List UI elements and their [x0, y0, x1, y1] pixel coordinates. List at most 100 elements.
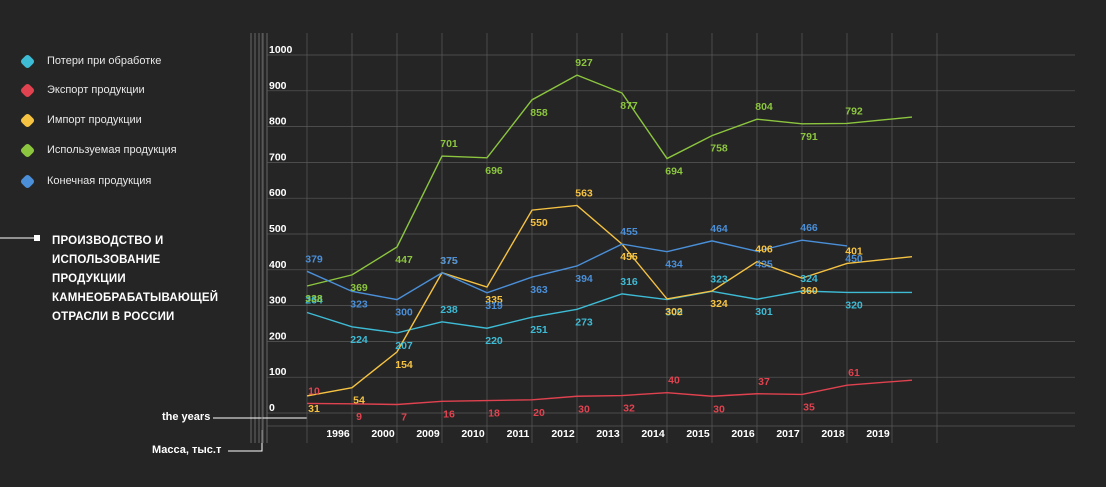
y-tick-label: 800	[269, 116, 287, 128]
data-label: 224	[350, 334, 368, 346]
y-tick-label: 1000	[269, 44, 293, 56]
data-label: 435	[755, 258, 773, 270]
y-tick-label: 100	[269, 366, 287, 378]
data-label: 375	[440, 255, 458, 267]
y-tick-label: 700	[269, 151, 287, 163]
chart-grid	[261, 33, 1075, 443]
series-line	[306, 204, 913, 397]
series-line	[306, 379, 913, 406]
data-label: 207	[395, 340, 413, 352]
legend-label: Используемая продукция	[47, 144, 177, 156]
y-tick-label: 400	[269, 259, 287, 271]
series-lines	[306, 74, 913, 406]
data-label: 20	[533, 407, 545, 419]
data-label: 791	[800, 131, 818, 143]
data-label: 273	[575, 316, 593, 328]
data-label: 30	[713, 403, 725, 415]
y-axis-label: Масса, тыс.т	[152, 444, 222, 456]
x-tick-label: 2000	[371, 428, 395, 440]
data-label: 360	[800, 285, 818, 297]
title-connector-square	[34, 235, 40, 241]
data-label: 447	[395, 254, 413, 266]
data-label: 323	[350, 298, 368, 310]
legend-label: Конечная продукция	[47, 175, 152, 187]
x-tick-label: 2011	[507, 428, 530, 440]
data-label: 701	[440, 138, 458, 150]
data-label: 220	[485, 335, 503, 347]
y-tick-label: 900	[269, 80, 287, 92]
legend-item-final: Конечная продукция	[18, 171, 151, 191]
data-label: 30	[578, 403, 590, 415]
data-label: 804	[755, 101, 773, 113]
y-tick-label: 0	[269, 402, 275, 414]
data-label: 154	[395, 359, 413, 371]
data-label: 406	[755, 244, 773, 256]
data-label: 466	[800, 222, 818, 234]
data-label: 7	[401, 411, 407, 423]
data-label: 32	[623, 403, 635, 415]
data-label: 927	[575, 57, 593, 69]
data-label: 31	[308, 403, 320, 415]
x-axis-label: the years	[162, 411, 211, 423]
x-tick-label: 1996	[326, 428, 350, 440]
data-label: 877	[620, 100, 638, 112]
data-label: 401	[845, 245, 863, 257]
data-label: 394	[575, 273, 593, 285]
legend-item-export: Экспорт продукции	[18, 80, 145, 100]
x-tick-label: 2014	[641, 428, 665, 440]
data-label: 324	[800, 273, 818, 285]
legend-label: Импорт продукции	[47, 114, 142, 126]
legend-item-losses: Потери при обработке	[18, 51, 161, 71]
data-label: 9	[356, 411, 362, 423]
data-label: 316	[620, 276, 638, 288]
data-label: 363	[530, 284, 548, 296]
data-labels: 2642242072382202512733163003233013243201…	[305, 57, 863, 423]
y-tick-label: 600	[269, 187, 287, 199]
x-tick-label: 2018	[821, 428, 845, 440]
data-label: 335	[485, 294, 503, 306]
data-label: 792	[845, 105, 863, 117]
data-label: 379	[305, 253, 323, 265]
data-label: 301	[755, 306, 773, 318]
data-label: 563	[575, 187, 593, 199]
data-label: 319	[485, 300, 503, 312]
legend-label: Потери при обработке	[47, 55, 162, 67]
data-label: 550	[530, 217, 548, 229]
data-label: 300	[395, 307, 413, 319]
chart-title: ПРОИЗВОДСТВО И ИСПОЛЬЗОВАНИЕ ПРОДУКЦИИ К…	[52, 235, 219, 323]
series-line	[306, 239, 848, 301]
x-tick-label: 2015	[686, 428, 710, 440]
data-label: 302	[665, 306, 683, 318]
y-axis-ticks: 0 100 200 300 400 500 600 700 800 900 1000	[269, 44, 293, 414]
data-label: 300	[665, 307, 683, 319]
chart-decoration	[0, 33, 307, 452]
data-label: 238	[440, 304, 458, 316]
data-label: 455	[620, 226, 638, 238]
legend-item-import: Импорт продукции	[18, 110, 142, 130]
legend-label: Экспорт продукции	[47, 84, 145, 96]
data-label: 696	[485, 165, 503, 177]
series-line	[306, 290, 912, 334]
x-tick-label: 2012	[551, 428, 575, 440]
data-label: 858	[530, 107, 548, 119]
x-tick-label: 2010	[461, 428, 485, 440]
x-axis-ticks: 1996 2000 2009 2010 2011 2012 2013 2014 2015 2016…	[326, 428, 890, 440]
data-label: 338	[305, 293, 323, 305]
data-label: 455	[620, 251, 638, 263]
legend-item-used: Используемая продукция	[18, 140, 177, 160]
data-label: 694	[665, 166, 683, 178]
data-label: 264	[305, 294, 323, 306]
data-label: 320	[845, 299, 863, 311]
y-tick-label: 300	[269, 295, 287, 307]
data-label: 464	[710, 223, 728, 235]
data-label: 369	[350, 282, 368, 294]
data-label: 450	[845, 253, 863, 265]
x-tick-label: 2013	[596, 428, 620, 440]
data-label: 375	[440, 255, 458, 267]
data-label: 54	[353, 395, 365, 407]
x-tick-label: 2016	[731, 428, 755, 440]
y-tick-label: 200	[269, 330, 287, 342]
data-label: 324	[710, 298, 728, 310]
x-tick-label: 2009	[416, 428, 440, 440]
